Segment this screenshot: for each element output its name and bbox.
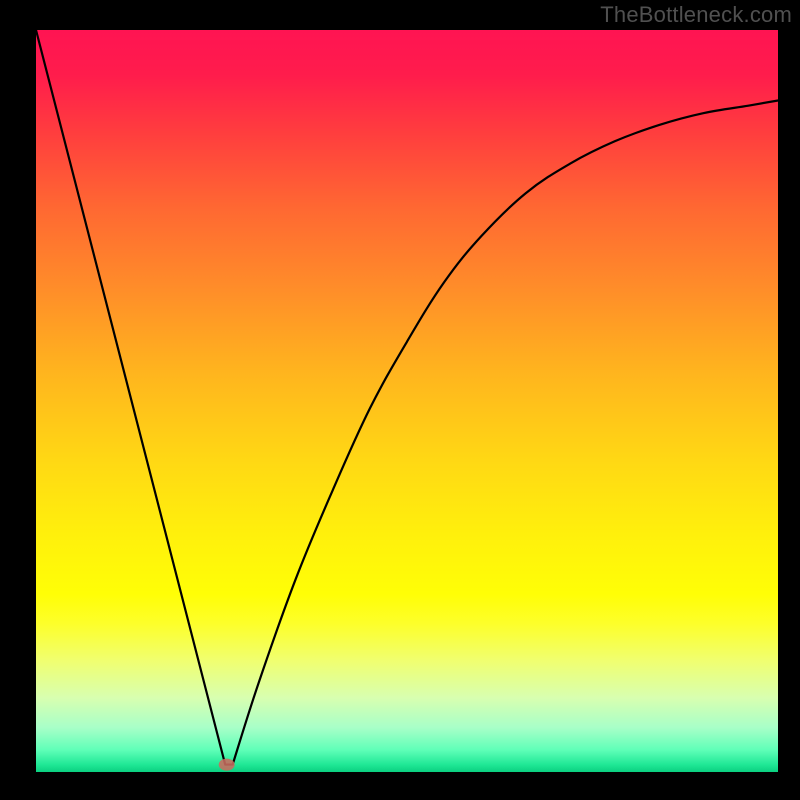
chart-container: TheBottleneck.com (0, 0, 800, 800)
bottleneck-chart (0, 0, 800, 800)
optimal-point-marker (219, 759, 235, 771)
watermark-text: TheBottleneck.com (600, 2, 792, 28)
plot-background (36, 30, 778, 772)
